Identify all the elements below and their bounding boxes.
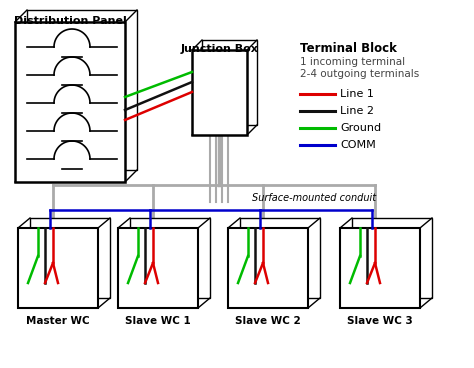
Bar [18,228,98,308]
Text: Slave WC 3: Slave WC 3 [347,316,413,326]
Text: Line 2: Line 2 [340,106,374,116]
Bar [240,218,320,298]
Text: Terminal Block: Terminal Block [300,42,397,55]
Bar [27,10,137,170]
Text: 2-4 outgoing terminals: 2-4 outgoing terminals [300,69,419,79]
Text: Line 1: Line 1 [340,89,374,99]
Bar [30,218,110,298]
Bar [15,22,125,182]
Bar [228,228,308,308]
Text: 1 incoming terminal: 1 incoming terminal [300,57,405,67]
Text: COMM: COMM [340,140,376,150]
Text: Slave WC 2: Slave WC 2 [235,316,301,326]
Text: Master WC: Master WC [26,316,90,326]
Text: Junction Box: Junction Box [181,44,258,54]
Bar [192,50,247,135]
Text: Ground: Ground [340,123,381,133]
Bar [352,218,432,298]
Bar [118,228,198,308]
Text: Slave WC 1: Slave WC 1 [125,316,191,326]
Bar [130,218,210,298]
Bar [340,228,420,308]
Text: Surface-mounted conduit: Surface-mounted conduit [252,193,376,203]
Bar [202,40,257,125]
Text: Distribution Panel: Distribution Panel [14,16,127,26]
